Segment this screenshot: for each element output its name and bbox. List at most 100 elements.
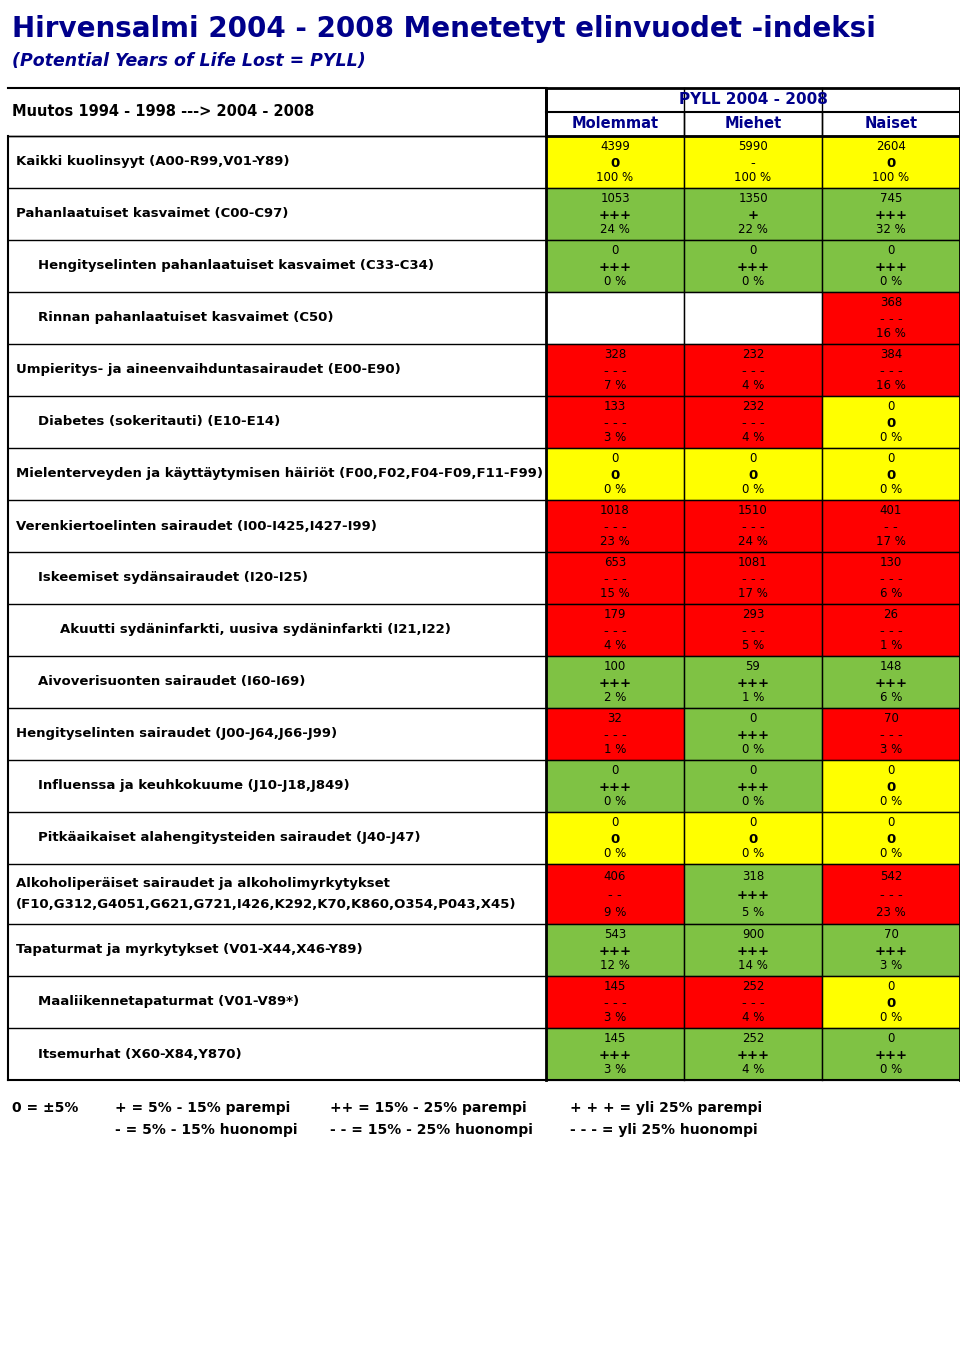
Bar [684,449,822,500]
Text: 401: 401 [879,504,902,517]
Text: 17 %: 17 % [738,588,768,600]
Text: - - -: - - - [604,624,626,638]
Text: 318: 318 [742,870,764,882]
Text: Alkoholiperäiset sairaudet ja alkoholimyrkytykset: Alkoholiperäiset sairaudet ja alkoholimy… [16,877,390,890]
Text: (Potential Years of Life Lost = PYLL): (Potential Years of Life Lost = PYLL) [12,51,366,70]
Text: 0 %: 0 % [880,796,902,808]
Text: 900: 900 [742,928,764,940]
Text: 0: 0 [750,763,756,777]
Text: 17 %: 17 % [876,535,906,549]
Text: +++: +++ [598,1048,632,1062]
Text: 130: 130 [880,555,902,569]
Text: 133: 133 [604,400,626,413]
Text: 0: 0 [749,469,757,481]
Text: Akuutti sydäninfarkti, uusiva sydäninfarkti (I21,I22): Akuutti sydäninfarkti, uusiva sydäninfar… [60,624,451,636]
Text: 653: 653 [604,555,626,569]
Text: 1 %: 1 % [742,692,764,704]
Text: +++: +++ [736,944,770,958]
Text: - - -: - - - [742,624,764,638]
Bar [822,708,960,761]
Text: 0: 0 [886,997,896,1009]
Text: Miehet: Miehet [725,116,781,131]
Text: 0: 0 [611,469,619,481]
Text: Naiset: Naiset [864,116,918,131]
Bar [684,292,822,345]
Bar [546,345,684,396]
Text: 1350: 1350 [738,192,768,205]
Text: 148: 148 [879,659,902,673]
Text: 100 %: 100 % [734,172,772,184]
Text: (F10,G312,G4051,G621,G721,I426,K292,K70,K860,O354,P043,X45): (F10,G312,G4051,G621,G721,I426,K292,K70,… [16,898,516,912]
Text: 100 %: 100 % [873,172,909,184]
Bar [546,112,684,136]
Text: 0 = ±5%: 0 = ±5% [12,1101,79,1115]
Text: - - -: - - - [604,997,626,1009]
Bar [684,345,822,396]
Bar [822,975,960,1028]
Text: 179: 179 [604,608,626,621]
Bar [684,1028,822,1079]
Text: Umpieritys- ja aineenvaihduntasairaudet (E00-E90): Umpieritys- ja aineenvaihduntasairaudet … [16,363,400,377]
Text: 70: 70 [883,928,899,940]
Text: 4 %: 4 % [742,1063,764,1077]
Text: +++: +++ [598,781,632,793]
Text: 4399: 4399 [600,141,630,153]
Text: + = 5% - 15% parempi: + = 5% - 15% parempi [115,1101,290,1115]
Text: 145: 145 [604,979,626,993]
Text: 0: 0 [750,245,756,257]
Bar [546,449,684,500]
Bar [684,240,822,292]
Text: 1053: 1053 [600,192,630,205]
Text: - - -: - - - [742,997,764,1009]
Text: 0: 0 [886,469,896,481]
Bar [546,761,684,812]
Text: 0: 0 [611,157,619,169]
Bar [546,604,684,657]
Text: 0: 0 [887,451,895,465]
Bar [684,812,822,865]
Bar [822,136,960,188]
Text: 5990: 5990 [738,141,768,153]
Text: 23 %: 23 % [600,535,630,549]
Text: 0: 0 [750,451,756,465]
Bar [684,708,822,761]
Text: - - -: - - - [742,520,764,534]
Text: +++: +++ [598,261,632,273]
Bar [684,112,822,136]
Text: 3 %: 3 % [880,743,902,757]
Text: 745: 745 [879,192,902,205]
Text: 3 %: 3 % [604,1011,626,1024]
Bar [546,396,684,449]
Text: - -: - - [608,889,622,901]
Text: +++: +++ [875,1048,907,1062]
Text: 232: 232 [742,349,764,361]
Text: Itsemurhat (X60-X84,Y870): Itsemurhat (X60-X84,Y870) [38,1047,242,1061]
Text: 16 %: 16 % [876,380,906,392]
Bar [822,924,960,975]
Text: 0: 0 [886,157,896,169]
Text: 1510: 1510 [738,504,768,517]
Text: +: + [748,208,758,222]
Text: Diabetes (sokeritauti) (E10-E14): Diabetes (sokeritauti) (E10-E14) [38,416,280,428]
Bar [684,396,822,449]
Bar [546,812,684,865]
Bar [546,865,684,924]
Text: 252: 252 [742,1032,764,1044]
Bar [684,604,822,657]
Text: 0: 0 [612,816,618,830]
Text: - -: - - [884,520,898,534]
Text: 368: 368 [880,296,902,309]
Bar [822,188,960,240]
Text: 0 %: 0 % [880,431,902,444]
Text: Influenssa ja keuhkokuume (J10-J18,J849): Influenssa ja keuhkokuume (J10-J18,J849) [38,780,349,793]
Text: 0: 0 [887,400,895,413]
Text: + + + = yli 25% parempi: + + + = yli 25% parempi [570,1101,762,1115]
Bar [684,188,822,240]
Text: 7 %: 7 % [604,380,626,392]
Text: +++: +++ [736,889,770,901]
Bar [546,657,684,708]
Text: ++ = 15% - 25% parempi: ++ = 15% - 25% parempi [330,1101,527,1115]
Text: 0 %: 0 % [742,743,764,757]
Bar [822,345,960,396]
Bar [684,136,822,188]
